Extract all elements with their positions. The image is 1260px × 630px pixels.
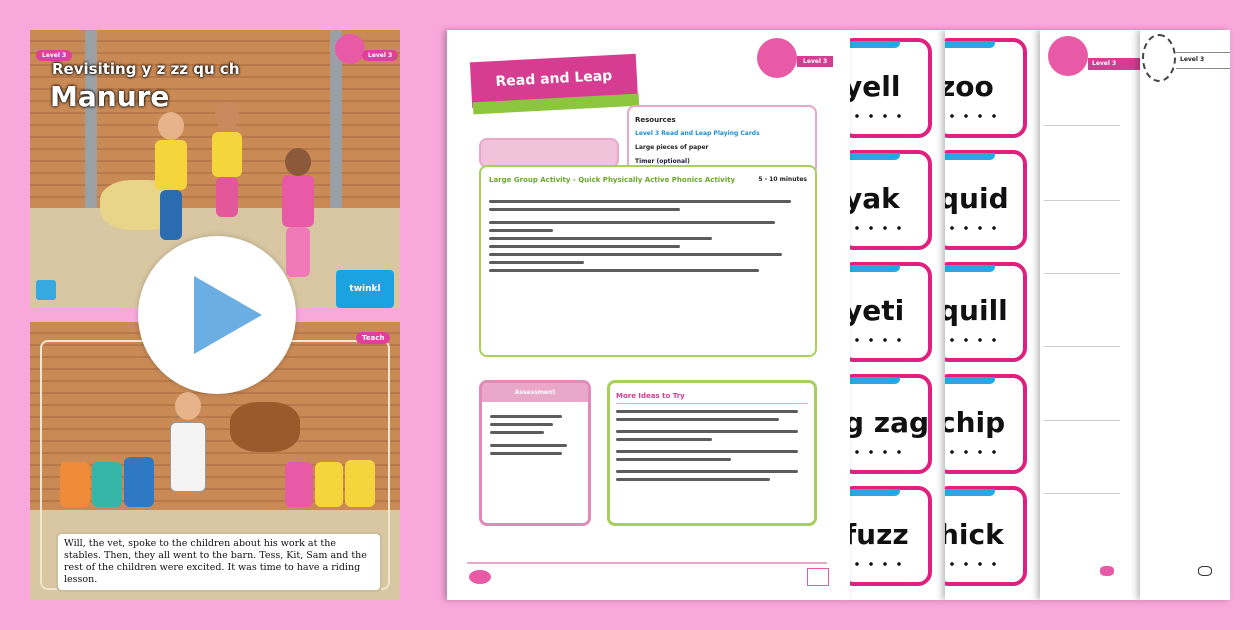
child-legs [216,177,238,217]
child-head [215,102,239,130]
level-tag: Level 3 [362,50,399,61]
footer-badge [807,568,829,586]
vet-head [175,392,201,420]
twinkl-logo: twinkl [336,270,394,308]
word-card[interactable]: yeti [850,294,905,327]
resources-heading: Resources [635,116,676,124]
resource-item: Timer (optional) [635,158,690,165]
child-figure [315,462,343,507]
child-figure [155,140,187,190]
child-figure [124,457,154,507]
assessment-heading: Assessment [482,383,588,402]
word-card[interactable]: quill [945,294,1008,327]
word-card[interactable]: zoo [945,70,994,103]
activity-title: Large Group Activity - Quick Physically … [489,176,736,184]
stable-post [330,30,342,210]
characters-badge [335,34,365,64]
characters-badge [757,38,797,78]
child-figure [285,462,313,507]
level-tag: Level 3 [1180,56,1205,63]
word-card[interactable]: hick [945,518,1004,551]
writing-sheet: Level 3 [1040,30,1140,600]
word-card[interactable]: yak [850,182,900,215]
vet-figure [170,422,206,492]
play-icon [194,276,262,354]
child-head [158,112,184,140]
child-figure [282,175,314,227]
word-card-sheet-1: yell yak yeti g zag fuzz [850,30,945,600]
footer-logo [1100,566,1114,576]
activity-document: Read and Leap Level 3 Resources Level 3 … [447,30,850,600]
slide-manure-title: Level 3 Level 3 Revisiting y z zz qu ch … [30,30,400,308]
play-button[interactable] [138,236,296,394]
child-figure [60,462,90,507]
characters-badge [1048,36,1088,76]
child-figure [345,460,375,507]
more-ideas-heading: More Ideas to Try [616,392,808,404]
child-figure [92,462,122,507]
word-card-sheet-2: zoo quid quill chip hick [945,30,1040,600]
colouring-sheet: Level 3 [1140,30,1230,600]
word-card[interactable]: chip [945,406,1006,439]
slide-title: Manure [50,80,170,113]
scheme-tag: Level 3 [36,50,73,61]
word-card[interactable]: g zag [850,406,930,439]
story-caption: Will, the vet, spoke to the children abo… [56,532,382,592]
footer-divider [467,562,827,564]
level-tag: Level 3 [797,56,834,67]
assessment-box: Assessment [479,380,591,526]
footer-logo [1198,566,1212,576]
level-tag: Level 3 [1088,58,1140,70]
more-ideas-box: More Ideas to Try [607,380,817,526]
resource-item[interactable]: Level 3 Read and Leap Playing Cards [635,130,760,137]
activity-duration: 5 - 10 minutes [758,176,807,183]
characters-outline [1142,34,1176,82]
child-figure [212,132,242,177]
book-icon[interactable] [36,280,56,300]
child-legs [160,190,182,240]
horse [230,402,300,452]
footer-logo [469,570,491,584]
word-card[interactable]: yell [850,70,901,103]
resource-item: Large pieces of paper [635,144,709,151]
word-card[interactable]: fuzz [850,518,909,551]
stable-post [85,30,97,210]
child-head [285,148,311,176]
teach-tag: Teach [356,332,391,344]
focus-box [479,138,619,168]
activity-box: Large Group Activity - Quick Physically … [479,165,817,357]
child-legs [286,227,310,277]
slide-subtitle: Revisiting y z zz qu ch [52,60,240,78]
word-card[interactable]: quid [945,182,1009,215]
